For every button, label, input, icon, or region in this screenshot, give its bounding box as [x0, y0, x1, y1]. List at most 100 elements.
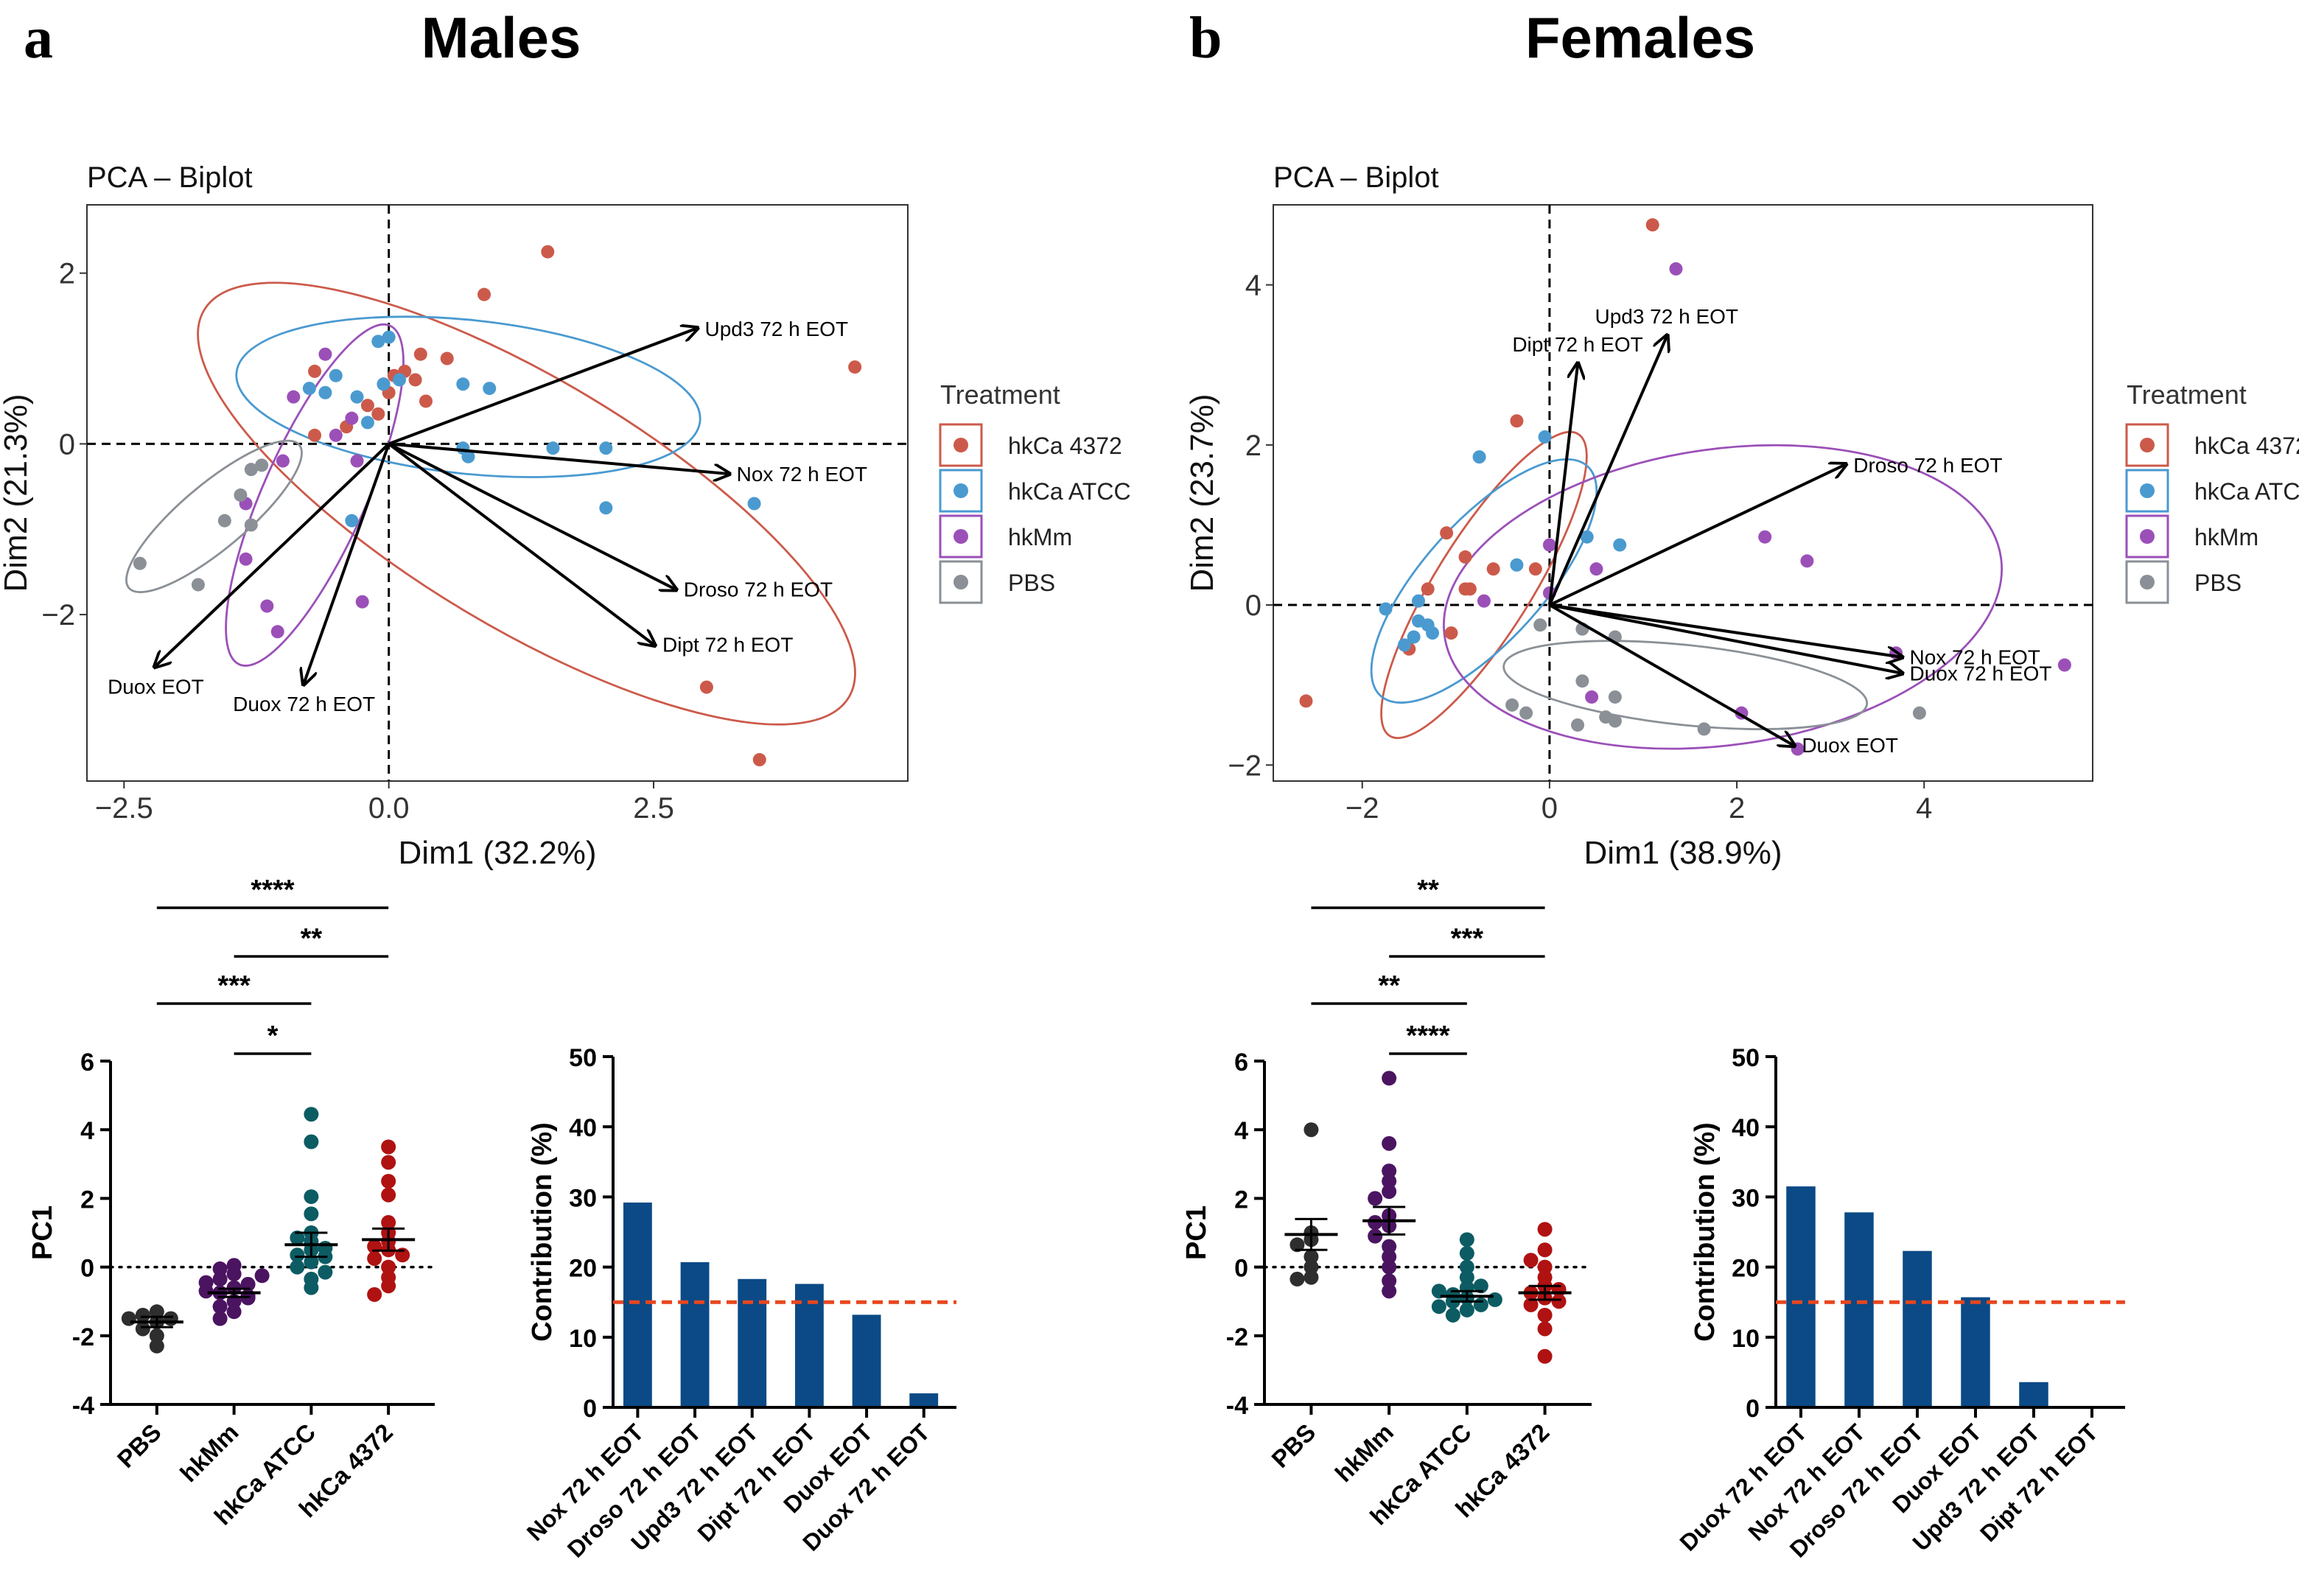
- data-dot: [1537, 1321, 1553, 1337]
- x-tick-label: −2.5: [95, 792, 153, 825]
- y-tick-label: -2: [72, 1323, 94, 1351]
- significance-label: ***: [217, 970, 251, 1001]
- panel-title-males: Males: [421, 5, 581, 70]
- data-dot: [1382, 1135, 1397, 1151]
- x-axis-title: Dim1 (32.2%): [399, 835, 597, 871]
- y-tick-label: −2: [41, 599, 75, 631]
- data-dot: [1368, 1228, 1383, 1244]
- y-axis-title: PC1: [27, 1205, 58, 1260]
- contribution-bar: [680, 1261, 710, 1407]
- point-hkmm: [350, 454, 364, 468]
- legend-dot: [2140, 438, 2155, 452]
- point-hkmm: [276, 454, 290, 468]
- legend-label: hkCa ATCC: [2194, 478, 2299, 505]
- data-dot: [367, 1287, 382, 1302]
- loading-label: Upd3 72 h EOT: [1595, 305, 1738, 328]
- y-tick-label: 50: [569, 1044, 597, 1072]
- x-tick-label: −2: [1346, 792, 1379, 825]
- loading-arrow: [388, 442, 728, 474]
- point-hkmm: [260, 599, 274, 613]
- y-tick-label: 20: [1732, 1255, 1760, 1283]
- y-tick-label: 0: [80, 1255, 94, 1283]
- point-hkca-atcc: [1580, 530, 1594, 544]
- y-tick-label: 4: [1234, 1117, 1248, 1145]
- y-tick-label: 6: [80, 1049, 94, 1077]
- contribution-bar: [1844, 1212, 1874, 1407]
- point-pbs: [1912, 706, 1926, 720]
- legend-label: hkMm: [1008, 524, 1072, 550]
- loading-label: Duox EOT: [1802, 734, 1898, 757]
- legend-dot: [2140, 529, 2155, 544]
- point-pbs: [217, 514, 231, 528]
- y-tick-label: 20: [569, 1255, 597, 1283]
- data-dot: [135, 1307, 150, 1323]
- x-tick-label: 0: [1542, 792, 1558, 825]
- data-dot: [290, 1247, 305, 1263]
- legend-key: [939, 469, 983, 513]
- data-dot: [304, 1107, 319, 1122]
- point-hkmm: [1477, 594, 1491, 608]
- legend-label: PBS: [2194, 570, 2242, 596]
- point-hkca-4372: [308, 428, 322, 442]
- data-dot: [1368, 1215, 1383, 1231]
- loading-label: Duox EOT: [108, 676, 204, 699]
- point-hkca-atcc: [371, 335, 385, 349]
- point-hkca-atcc: [599, 441, 613, 455]
- legend-label: hkMm: [2194, 524, 2258, 550]
- point-hkmm: [318, 347, 332, 361]
- y-tick-label: 40: [569, 1114, 597, 1142]
- data-dot: [121, 1311, 136, 1326]
- data-dot: [1537, 1348, 1553, 1364]
- category-label: hkMm: [175, 1418, 244, 1488]
- ellipse-pbs: [1502, 640, 1869, 730]
- point-hkca-atcc: [461, 449, 475, 463]
- point-hkca-atcc: [1538, 430, 1552, 444]
- point-hkca-atcc: [483, 382, 497, 396]
- point-hkca-atcc: [393, 373, 407, 387]
- data-dot: [1382, 1071, 1397, 1086]
- point-hkmm: [1542, 538, 1556, 552]
- data-dot: [1459, 1270, 1474, 1285]
- data-dot: [1459, 1259, 1474, 1275]
- data-dot: [149, 1338, 164, 1354]
- legend-label: PBS: [1008, 570, 1055, 596]
- point-pbs: [1608, 690, 1622, 704]
- data-dot: [304, 1134, 319, 1149]
- point-pbs: [244, 518, 258, 532]
- point-hkca-atcc: [456, 377, 470, 391]
- y-tick-label: 2: [80, 1186, 94, 1214]
- data-dot: [1304, 1122, 1319, 1138]
- loading-arrow: [1548, 603, 1793, 745]
- point-hkca-4372: [1645, 218, 1659, 232]
- ellipse-pbs: [125, 439, 303, 593]
- point-hkca-atcc: [382, 330, 396, 344]
- data-dot: [381, 1139, 396, 1155]
- point-hkmm: [2057, 658, 2071, 672]
- data-dot: [1431, 1299, 1446, 1315]
- chart-title: PCA – Biplot: [87, 161, 253, 194]
- data-dot: [1290, 1237, 1305, 1253]
- x-tick-label: 2: [1729, 792, 1745, 825]
- y-tick-label: 30: [1732, 1184, 1760, 1212]
- point-hkca-atcc: [1426, 626, 1440, 640]
- data-dot: [1459, 1245, 1474, 1261]
- data-dot: [1473, 1278, 1488, 1294]
- point-pbs: [1533, 618, 1547, 632]
- data-dot: [1537, 1307, 1553, 1323]
- point-hkmm: [1589, 562, 1603, 576]
- data-dot: [1473, 1297, 1488, 1312]
- point-hkmm: [1669, 262, 1683, 276]
- data-dot: [304, 1254, 319, 1270]
- data-dot: [304, 1206, 319, 1222]
- data-dot: [1382, 1259, 1397, 1275]
- legend-dot: [953, 438, 968, 452]
- point-hkca-atcc: [350, 390, 364, 404]
- point-hkca-atcc: [747, 497, 761, 511]
- contribution-bar: [794, 1284, 824, 1407]
- y-tick-label: 0: [583, 1395, 597, 1423]
- point-hkca-atcc: [1510, 558, 1524, 572]
- point-hkca-4372: [1458, 550, 1472, 564]
- ellipse-hkca-atcc: [1370, 458, 1598, 704]
- point-hkmm: [239, 552, 253, 566]
